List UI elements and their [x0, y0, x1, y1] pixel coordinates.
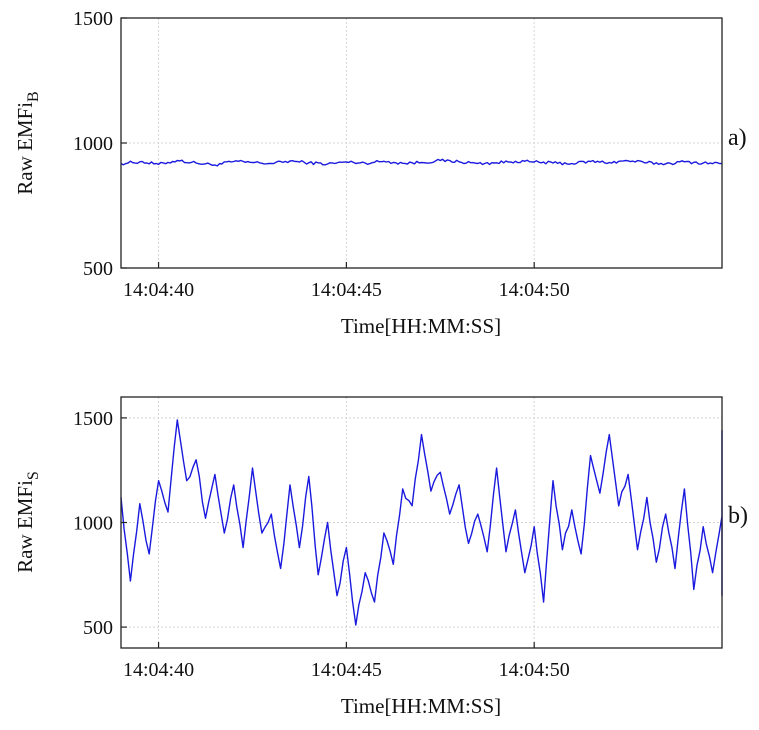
panel-b-letter: b)	[728, 503, 748, 529]
panel-b-grid	[121, 397, 722, 648]
panel-b-y-tick-label: 500	[83, 617, 113, 639]
panel-a-series-line	[120, 158, 723, 167]
panel-a-x-tick-label: 14:04:45	[311, 279, 382, 301]
panel-a: 14:04:40 14:04:45 14:04:50 500 1000 1500 Raw …	[13, 8, 747, 338]
panel-a-ticks: 14:04:40 14:04:45 14:04:50 500 1000 1500	[73, 8, 570, 301]
panel-b-y-tick-label: 1000	[73, 513, 113, 535]
panel-a-ylabel: Raw EMFiB	[13, 91, 42, 194]
panel-b-xlabel: Time[HH:MM:SS]	[341, 694, 501, 718]
panel-b-x-tick-label: 14:04:50	[499, 659, 570, 681]
panel-b-ylabel: Raw EMFiS	[13, 471, 42, 573]
panel-a-y-tick-label: 1000	[73, 133, 113, 155]
panel-a-y-tick-label: 500	[83, 258, 113, 280]
panel-a-x-tick-label: 14:04:40	[123, 279, 194, 301]
panel-a-letter: a)	[728, 125, 747, 151]
panel-a-y-tick-label: 1500	[73, 8, 113, 30]
panel-a-xlabel: Time[HH:MM:SS]	[341, 314, 501, 338]
panel-b: 14:04:40 14:04:45 14:04:50 500 1000 1500 Raw …	[13, 396, 748, 718]
panel-b-y-tick-label: 1500	[73, 408, 113, 430]
panel-b-x-tick-label: 14:04:45	[311, 659, 382, 681]
panel-b-x-tick-label: 14:04:40	[123, 659, 194, 681]
panel-a-grid	[121, 18, 722, 268]
panel-a-x-tick-label: 14:04:50	[499, 279, 570, 301]
panel-b-ticks: 14:04:40 14:04:45 14:04:50 500 1000 1500	[73, 408, 570, 681]
